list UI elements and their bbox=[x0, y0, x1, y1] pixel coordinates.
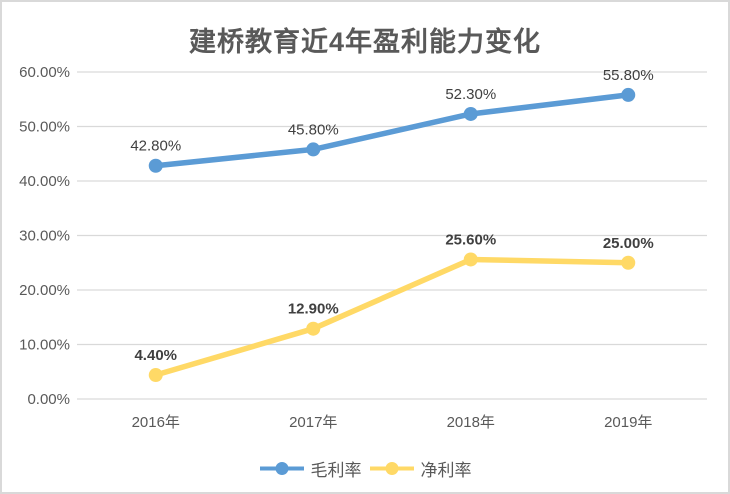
data-point-marker-net-margin bbox=[463, 252, 478, 267]
data-point-marker-gross-margin bbox=[148, 158, 163, 173]
data-point-label-net-margin: 25.60% bbox=[445, 231, 496, 248]
data-point-marker-gross-margin bbox=[463, 106, 478, 121]
x-axis-tick-label: 2017年 bbox=[289, 414, 337, 431]
data-point-marker-net-margin bbox=[148, 368, 163, 383]
chart-title: 建桥教育近4年盈利能力变化 bbox=[188, 27, 541, 57]
legend: 毛利率 净利率 bbox=[0, 456, 730, 481]
data-point-label-gross-margin: 52.30% bbox=[445, 86, 496, 103]
data-point-label-net-margin: 4.40% bbox=[134, 347, 177, 364]
data-point-label-net-margin: 25.00% bbox=[603, 235, 654, 252]
data-point-label-net-margin: 12.90% bbox=[288, 301, 339, 318]
x-axis-tick-label: 2016年 bbox=[132, 414, 180, 431]
y-axis-tick-label: 20.00% bbox=[19, 282, 70, 299]
data-point-marker-net-margin bbox=[621, 255, 636, 270]
y-axis-tick-label: 10.00% bbox=[19, 337, 70, 354]
data-point-marker-gross-margin bbox=[306, 142, 321, 157]
y-axis-tick-label: 40.00% bbox=[19, 173, 70, 190]
y-axis-tick-label: 50.00% bbox=[19, 119, 70, 136]
legend-label-net-margin: 净利率 bbox=[420, 461, 472, 480]
x-axis-tick-label: 2019年 bbox=[604, 414, 652, 431]
legend-label-gross-margin: 毛利率 bbox=[310, 461, 362, 480]
legend-item-net-margin: 净利率 bbox=[369, 456, 472, 481]
data-point-label-gross-margin: 55.80% bbox=[603, 67, 654, 84]
x-axis-tick-label: 2018年 bbox=[447, 414, 495, 431]
net-margin-legend-icon bbox=[369, 462, 414, 475]
y-axis-tick-label: 30.00% bbox=[19, 228, 70, 245]
y-axis-tick-label: 0.00% bbox=[27, 391, 70, 408]
series-line-net-margin bbox=[153, 256, 631, 378]
series-line-gross-margin bbox=[153, 92, 631, 169]
data-point-label-gross-margin: 42.80% bbox=[130, 138, 181, 155]
data-point-marker-net-margin bbox=[306, 321, 321, 336]
data-point-marker-gross-margin bbox=[621, 87, 636, 102]
y-axis-tick-label: 60.00% bbox=[19, 64, 70, 81]
data-point-label-gross-margin: 45.80% bbox=[288, 121, 339, 138]
gross-margin-legend-icon bbox=[259, 462, 304, 475]
legend-item-gross-margin: 毛利率 bbox=[259, 456, 362, 481]
